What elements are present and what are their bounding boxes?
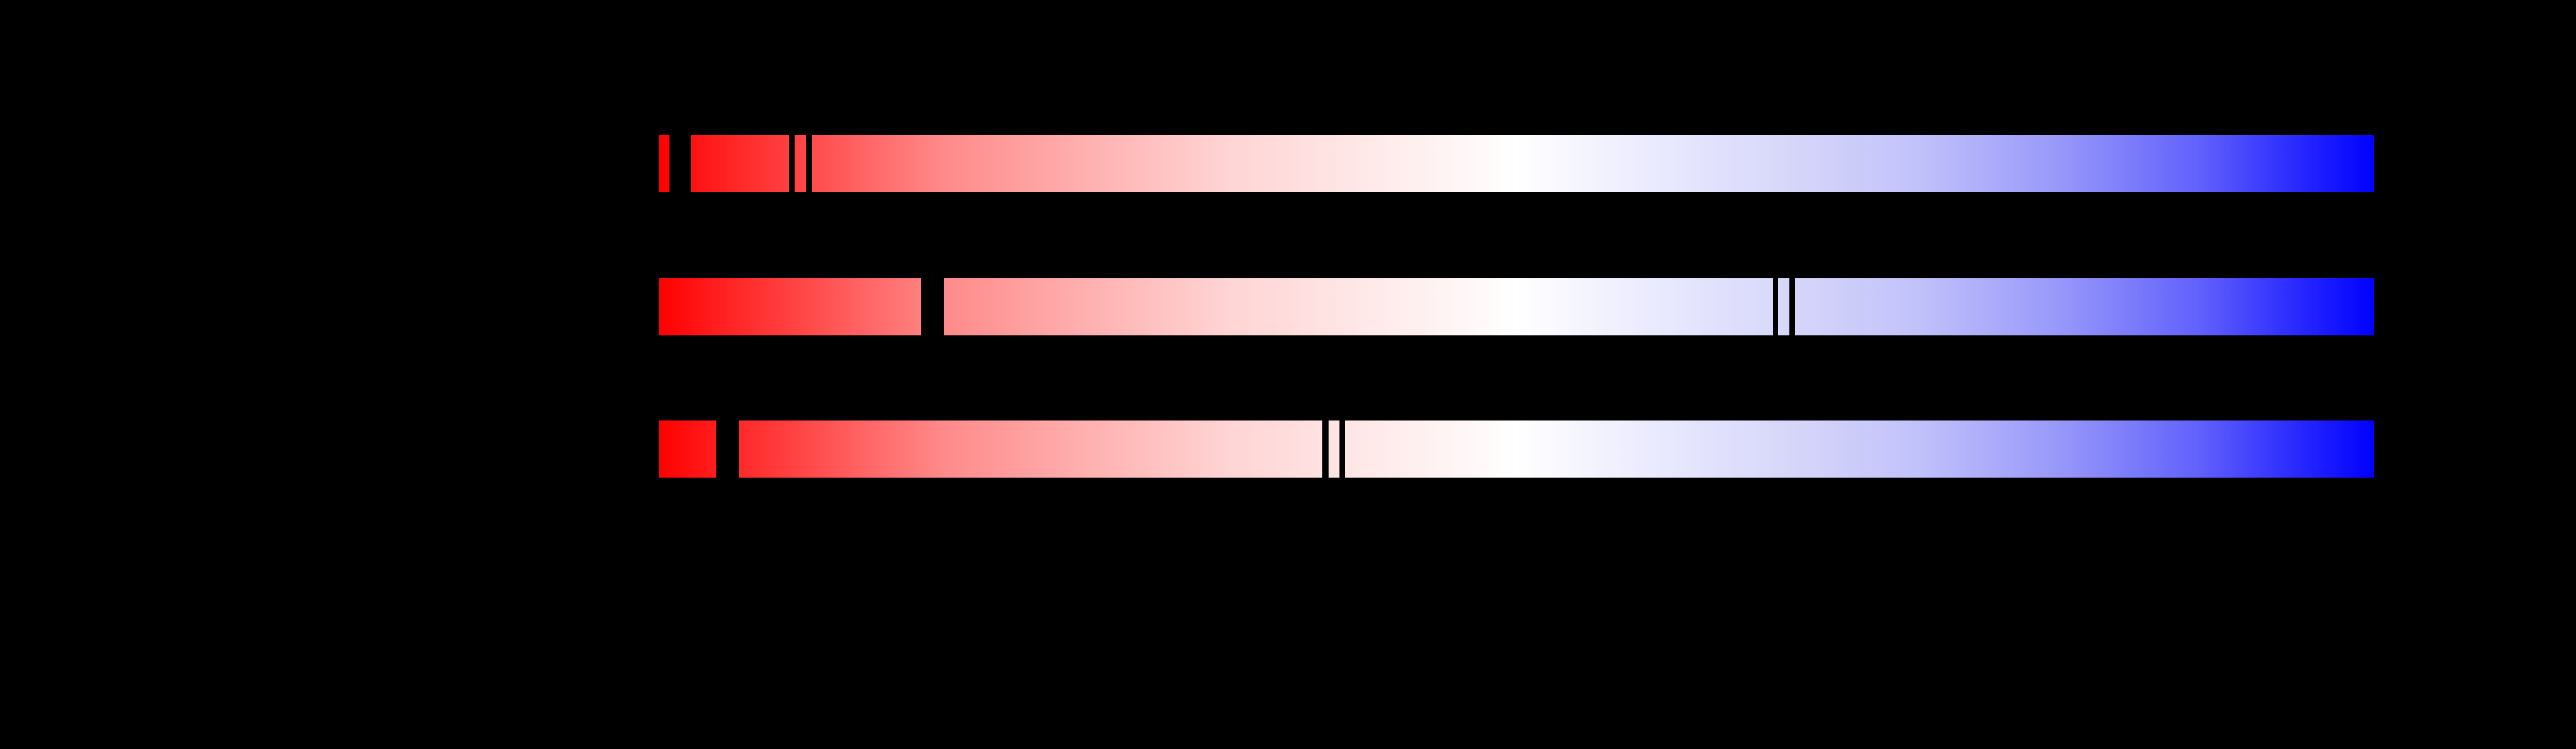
- gradient-bar-3: [659, 420, 2374, 478]
- thin-tick-marker: [789, 135, 795, 192]
- thin-tick-marker: [1773, 278, 1778, 335]
- thick-gap-marker: [921, 278, 944, 335]
- thin-tick-marker: [1339, 420, 1345, 478]
- thin-tick-marker: [806, 135, 812, 192]
- thick-gap-marker: [669, 135, 691, 192]
- thick-gap-marker: [716, 420, 739, 478]
- gradient-bar-2: [659, 278, 2374, 335]
- thin-tick-marker: [1322, 420, 1329, 478]
- thin-tick-marker: [1789, 278, 1795, 335]
- gradient-bar-1: [659, 135, 2374, 192]
